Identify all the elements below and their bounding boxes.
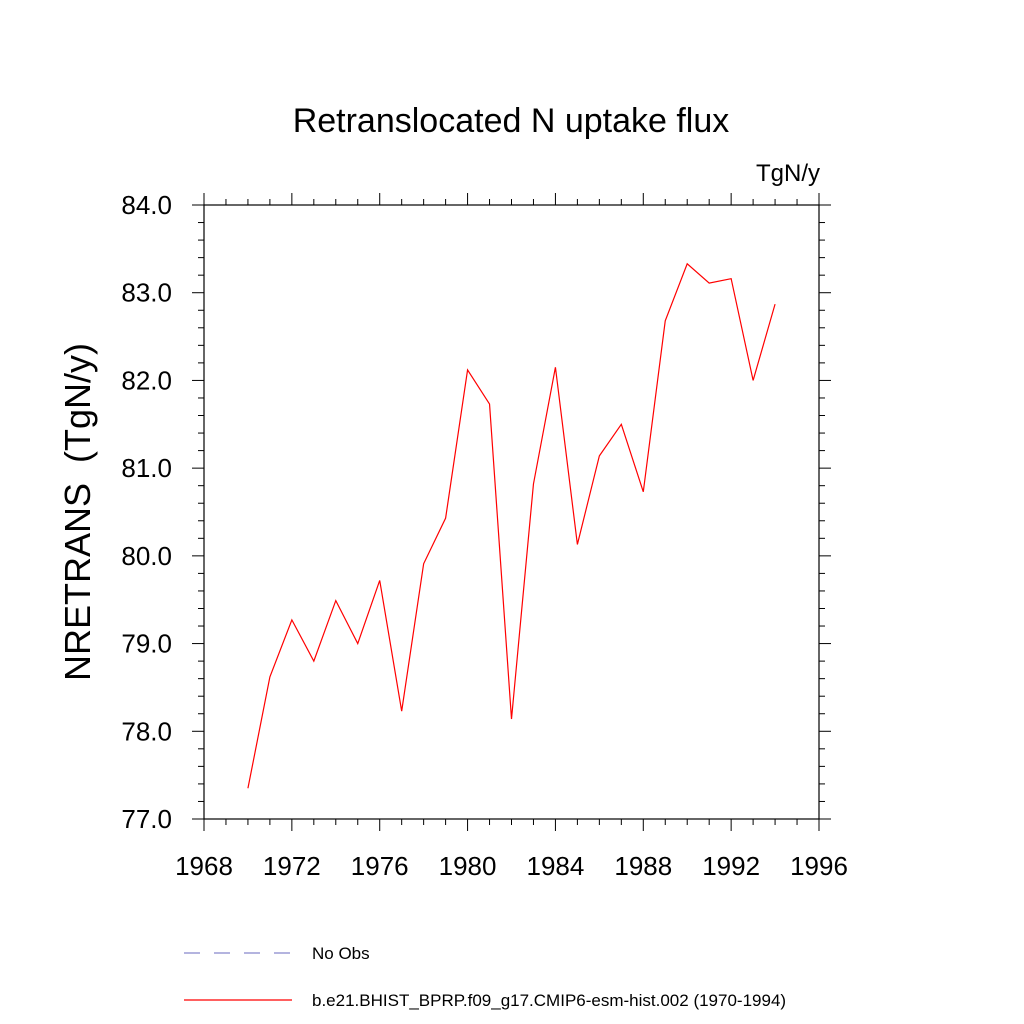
units-label: TgN/y [756, 160, 820, 187]
y-tick-labels: 77.0 78.0 79.0 80.0 81.0 82.0 83.0 84.0 [121, 190, 172, 834]
x-tick-label: 1984 [527, 851, 585, 881]
axis-ticks [192, 193, 831, 831]
y-tick-label: 77.0 [121, 804, 172, 834]
x-tick-label: 1976 [351, 851, 409, 881]
y-tick-label: 81.0 [121, 453, 172, 483]
legend-label-model: b.e21.BHIST_BPRP.f09_g17.CMIP6-esm-hist.… [312, 991, 786, 1010]
y-tick-label: 83.0 [121, 278, 172, 308]
chart-title: Retranslocated N uptake flux [293, 102, 730, 140]
series-line-0 [247, 262, 776, 789]
x-tick-label: 1980 [439, 851, 497, 881]
y-tick-label: 80.0 [121, 541, 172, 571]
y-tick-label: 79.0 [121, 629, 172, 659]
y-tick-label: 84.0 [121, 190, 172, 220]
x-tick-label: 1968 [175, 851, 233, 881]
y-tick-label: 82.0 [121, 365, 172, 395]
series-layer [247, 262, 776, 789]
y-axis-label: NRETRANS (TgN/y) [57, 343, 98, 681]
x-tick-label: 1988 [614, 851, 672, 881]
y-tick-label: 78.0 [121, 716, 172, 746]
x-tick-label: 1992 [702, 851, 760, 881]
legend: No Obs b.e21.BHIST_BPRP.f09_g17.CMIP6-es… [184, 944, 786, 1010]
x-tick-label: 1972 [263, 851, 321, 881]
legend-label-no-obs: No Obs [312, 944, 370, 963]
plot-frame [203, 204, 820, 820]
x-tick-labels: 1968 1972 1976 1980 1984 1988 1992 1996 [175, 851, 848, 881]
x-tick-label: 1996 [790, 851, 848, 881]
